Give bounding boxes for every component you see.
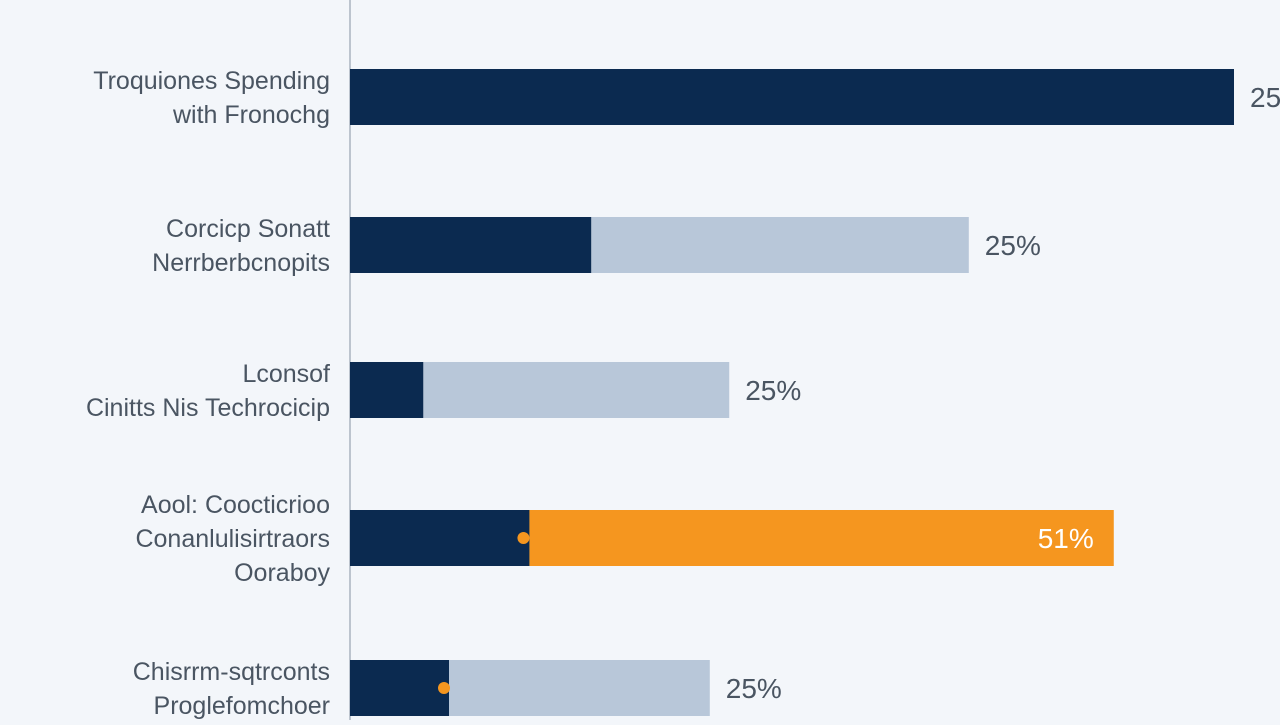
junction-marker-4	[438, 682, 451, 694]
category-label-0-0: Troquiones Spending	[93, 67, 330, 95]
bar-primary-0	[350, 69, 1234, 125]
category-label-4-1: Proglefomchoer	[154, 692, 330, 720]
value-labels-group: 25% 25% 25% 51% 25%	[726, 82, 1280, 704]
value-label-1: 25%	[985, 230, 1041, 261]
category-label-3-2: Ooraboy	[234, 559, 330, 587]
category-label-1-1: Nerrberbcnopits	[152, 249, 330, 277]
bar-secondary-1	[591, 217, 969, 273]
value-label-0: 25%	[1250, 82, 1280, 113]
category-label-0-1: with Fronochg	[172, 101, 330, 129]
category-label-3-0: Aool: Coocticrioo	[141, 491, 330, 519]
category-label-2-1: Cinitts Nis Techrocicip	[86, 394, 330, 422]
bar-primary-3	[350, 510, 530, 566]
bar-primary-2	[350, 362, 424, 418]
value-label-2: 25%	[745, 375, 801, 406]
bar-secondary-3	[529, 510, 1114, 566]
value-label-3: 51%	[1038, 523, 1094, 554]
category-label-3-1: Conanlulisirtraors	[135, 525, 330, 553]
category-label-1-0: Corcicp Sonatt	[166, 215, 330, 243]
category-label-4-0: Chisrrm-sqtrconts	[133, 658, 330, 686]
bars-group	[350, 69, 1234, 716]
category-labels-group: Troquiones Spending with Fronochg Corcicp …	[86, 67, 331, 720]
junction-marker-3	[517, 532, 530, 544]
bar-primary-4	[350, 660, 450, 716]
bar-secondary-2	[423, 362, 730, 418]
value-label-4: 25%	[726, 673, 782, 704]
category-label-2-0: Lconsof	[242, 360, 330, 388]
bar-primary-1	[350, 217, 592, 273]
bar-secondary-4	[449, 660, 710, 716]
